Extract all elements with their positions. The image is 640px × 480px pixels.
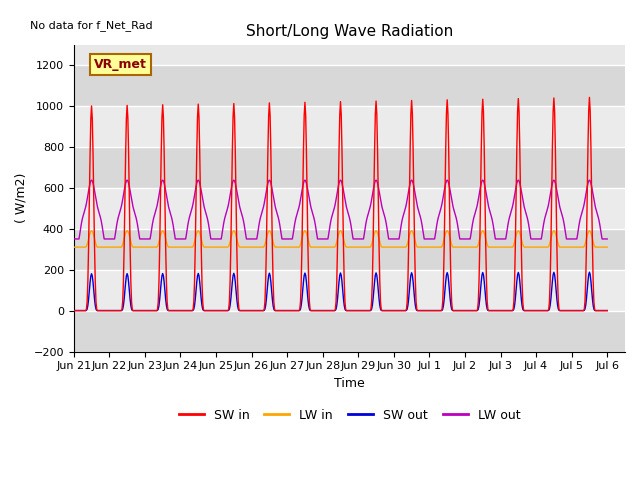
Text: VR_met: VR_met [94,58,147,71]
Bar [74,270,625,311]
Title: Short/Long Wave Radiation: Short/Long Wave Radiation [246,24,453,39]
Bar [74,106,625,147]
Bar [74,311,625,351]
Bar [74,65,625,106]
Bar [74,229,625,270]
Y-axis label: ( W/m2): ( W/m2) [15,173,28,223]
Text: No data for f_Net_Rad: No data for f_Net_Rad [29,20,152,31]
Legend: SW in, LW in, SW out, LW out: SW in, LW in, SW out, LW out [173,404,525,427]
X-axis label: Time: Time [334,377,365,390]
Bar [74,188,625,229]
Bar [74,147,625,188]
